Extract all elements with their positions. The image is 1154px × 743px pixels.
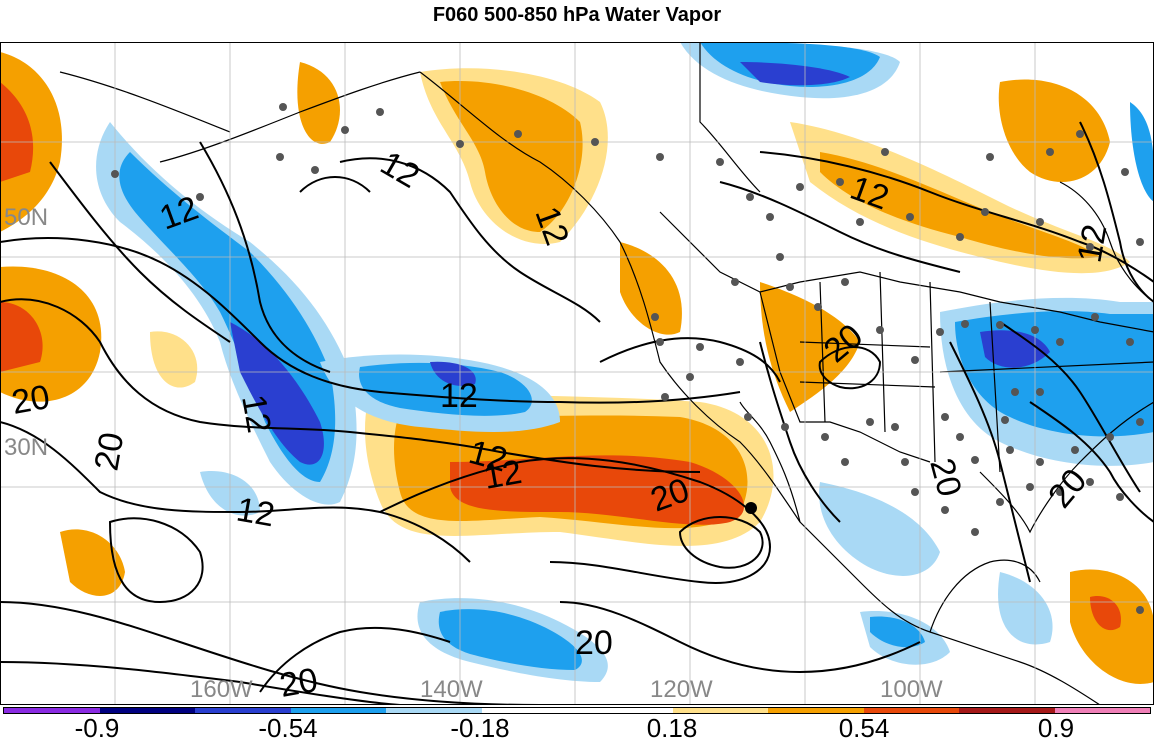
contour-label: 20 bbox=[87, 430, 131, 474]
colorbar-swatch bbox=[768, 708, 864, 713]
colorbar-swatch bbox=[386, 708, 482, 713]
colorbar-swatch bbox=[99, 708, 195, 713]
map-svg: 50N 30N 160W 140W 120W 100W 12 12 12 12 … bbox=[0, 42, 1154, 706]
colorbar bbox=[3, 707, 1151, 714]
contour-label: 20 bbox=[9, 378, 53, 422]
contour-label: 20 bbox=[575, 624, 613, 662]
colorbar-swatch bbox=[481, 708, 577, 713]
lon-label-160w: 160W bbox=[190, 676, 253, 703]
chart-title: F060 500-850 hPa Water Vapor bbox=[432, 4, 722, 26]
lat-label-30n: 30N bbox=[4, 434, 48, 461]
colorbar-label: -0.9 bbox=[74, 713, 120, 743]
colorbar-label: -0.54 bbox=[258, 713, 318, 743]
contour-label: 12 bbox=[1070, 222, 1114, 266]
colorbar-labels: -0.9 -0.54 -0.18 0.18 0.54 0.9 bbox=[0, 714, 1154, 742]
colorbar-swatch bbox=[959, 708, 1055, 713]
contour-label: 12 bbox=[234, 392, 278, 436]
lon-label-120w: 120W bbox=[650, 676, 713, 703]
lon-label-100w: 100W bbox=[880, 676, 943, 703]
precipitable-water-contours bbox=[0, 121, 1154, 706]
colorbar-swatch bbox=[195, 708, 291, 713]
colorbar-label: 0.9 bbox=[1037, 713, 1075, 743]
colorbar-label: 0.18 bbox=[646, 713, 698, 743]
colorbar-swatch bbox=[863, 708, 959, 713]
contour-label: 12 bbox=[440, 377, 478, 415]
highlighted-station-marker bbox=[745, 502, 757, 514]
colorbar-swatch bbox=[672, 708, 768, 713]
station-markers bbox=[111, 103, 1144, 614]
weather-map: 50N 30N 160W 140W 120W 100W 12 12 12 12 … bbox=[0, 42, 1154, 706]
colorbar-swatch bbox=[1054, 708, 1150, 713]
lat-label-50n: 50N bbox=[4, 204, 48, 231]
contour-label: 12 bbox=[234, 490, 278, 534]
colorbar-swatch bbox=[4, 708, 100, 713]
lon-label-140w: 140W bbox=[420, 676, 483, 703]
colorbar-label: 0.54 bbox=[838, 713, 890, 743]
lat-lon-grid bbox=[0, 42, 1154, 705]
contour-label: 12 bbox=[481, 453, 525, 497]
colorbar-swatch bbox=[577, 708, 673, 713]
colorbar-label: -0.18 bbox=[450, 713, 510, 743]
contour-label: 20 bbox=[277, 661, 321, 705]
colorbar-swatch bbox=[290, 708, 386, 713]
